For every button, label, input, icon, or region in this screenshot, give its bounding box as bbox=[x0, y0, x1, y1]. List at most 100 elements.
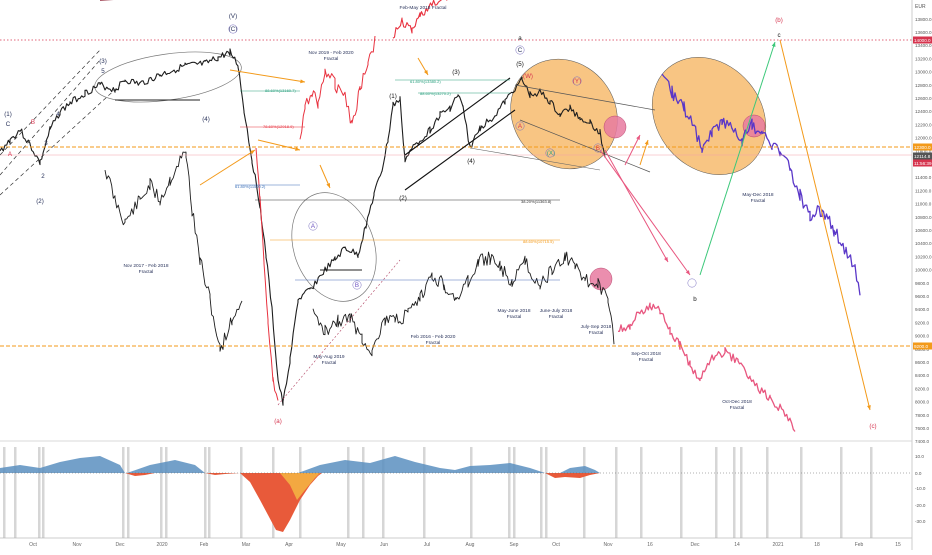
wave-circle-marker bbox=[308, 221, 318, 231]
projection-arrow-c bbox=[779, 39, 871, 411]
oscillator-positive-area bbox=[127, 460, 205, 473]
wave-circle-marker bbox=[593, 143, 603, 153]
wave-label: (3) bbox=[452, 69, 460, 76]
time-tick-label: Feb bbox=[855, 542, 864, 548]
price-tag-bg bbox=[913, 143, 932, 151]
wave-label: 5 bbox=[101, 68, 105, 75]
arrow-small-right-head bbox=[644, 140, 649, 145]
oscillator-marker-bar bbox=[766, 447, 769, 538]
fractal-label: Feb 2016 - Feb 2020 bbox=[411, 334, 456, 340]
oscillator-marker-bar bbox=[347, 447, 350, 538]
price-tag-bg bbox=[913, 152, 932, 160]
fractal-nov2017-feb2018 bbox=[104, 151, 243, 352]
price-tag-label: 9200.0 bbox=[914, 344, 928, 349]
price-tick-label: 10400.0 bbox=[915, 241, 932, 246]
projection-arrow-b-up bbox=[699, 41, 776, 276]
fractal-label: Nov 2017 - Feb 2018 bbox=[123, 263, 168, 269]
projection-arrow-b-head bbox=[685, 270, 690, 275]
fractal-label: May-June 2018 bbox=[497, 308, 530, 314]
oscillator-axis[interactable]: 10.0 0.0 -10.0 -20.0 -30.0 bbox=[0, 454, 926, 524]
time-tick-label: Nov bbox=[604, 542, 613, 548]
projection-arrow-c-head bbox=[867, 405, 871, 410]
oscillator-positive-area bbox=[298, 456, 545, 473]
wedge-upper-line bbox=[404, 77, 511, 156]
price-tick-label: 7600.0 bbox=[915, 426, 929, 431]
wave-label: (b) bbox=[775, 17, 783, 24]
fractal-nov2019-feb2020 bbox=[299, 35, 376, 140]
time-axis[interactable]: Oct Nov Dec 2020 Feb Mar Apr May Jun Jul Aug Sep Oct… bbox=[29, 542, 901, 548]
price-tag-label: 12300.0 bbox=[914, 145, 931, 150]
oscillator-negative-area-orange bbox=[280, 473, 320, 500]
arrow-down-head bbox=[326, 183, 330, 188]
oscillator-marker-bar bbox=[160, 447, 163, 538]
price-tick-label: 13600.0 bbox=[915, 30, 932, 35]
arrow-bottom-up-head bbox=[250, 150, 255, 155]
price-tick-label: 8000.0 bbox=[915, 400, 929, 405]
time-tick-label: May bbox=[336, 542, 346, 548]
price-tick-label: 10200.0 bbox=[915, 254, 932, 259]
oscillator-marker-bar bbox=[423, 447, 426, 538]
wave-circle-marker bbox=[515, 121, 525, 131]
wave-label: C bbox=[518, 47, 523, 54]
time-tick-label: 15 bbox=[895, 542, 901, 548]
oscillator-marker-bar bbox=[470, 447, 473, 538]
oscillator-tick-label: -10.0 bbox=[915, 486, 926, 491]
oscillator-pane[interactable] bbox=[0, 442, 912, 538]
main-price-line bbox=[0, 48, 606, 406]
wave-label: (Y) bbox=[573, 78, 581, 85]
price-axis[interactable]: EUR 13800.0 13600.0 13400.0 13200.0 13000.0 1… bbox=[913, 4, 932, 444]
wave-label: a bbox=[518, 35, 522, 42]
fib-level-label: 61.80%(11590.2) bbox=[235, 184, 266, 189]
price-tick-label: 10600.0 bbox=[915, 228, 932, 233]
fractal-label: Fractal bbox=[751, 198, 766, 204]
main-pane[interactable] bbox=[0, 0, 912, 440]
fractal-feb2016-feb2020 bbox=[312, 251, 615, 357]
price-tag-bg bbox=[913, 342, 932, 350]
oscillator-marker-bar bbox=[513, 447, 516, 538]
fib-level-label: 78.60%(12918.9) bbox=[263, 124, 294, 129]
price-tick-label: 8200.0 bbox=[915, 386, 929, 391]
price-tag-label: 14000.0 bbox=[914, 38, 931, 43]
arrow-to-fib-head bbox=[295, 147, 300, 151]
wave-label: (a) bbox=[274, 418, 282, 425]
wave-label: (5) bbox=[516, 61, 524, 68]
price-tick-label: 12000.0 bbox=[915, 136, 932, 141]
price-tick-label: 10000.0 bbox=[915, 268, 932, 273]
projection-arrow-c-circle bbox=[604, 149, 669, 263]
price-tag-label: 12114.8 bbox=[914, 154, 931, 159]
price-tick-label: 11000.0 bbox=[915, 202, 932, 207]
time-tick-label: Jul bbox=[424, 542, 430, 548]
oscillator-marker-bar bbox=[240, 447, 243, 538]
fractal-label: May-Dec 2018 bbox=[742, 192, 774, 198]
highlight-circle bbox=[603, 115, 627, 139]
oscillator-marker-bar bbox=[382, 447, 385, 538]
oscillator-marker-bar bbox=[208, 447, 211, 538]
time-tick-label: Oct bbox=[29, 542, 37, 548]
oscillator-marker-bar bbox=[640, 447, 643, 538]
oscillator-positive-area bbox=[0, 456, 125, 473]
fractal-label: Feb-May 2018 Fractal bbox=[400, 5, 447, 11]
wave-label: (1) bbox=[389, 93, 397, 100]
oscillator-marker-bar bbox=[165, 447, 168, 538]
wave-label: B bbox=[355, 282, 359, 289]
wave-label: 2 bbox=[41, 173, 45, 180]
price-tick-label: 12400.0 bbox=[915, 109, 932, 114]
time-tick-label: Feb bbox=[200, 542, 209, 548]
fib-level-label: 88.60%(13270.2) bbox=[420, 91, 451, 96]
fractal-label: Fractal bbox=[324, 56, 339, 62]
fractal-may-dec-2018 bbox=[661, 73, 861, 296]
wave-circle-marker bbox=[572, 76, 582, 86]
oscillator-marker-bar bbox=[127, 447, 130, 538]
fractal-label: Nov 2019 - Feb 2020 bbox=[308, 50, 353, 56]
oscillator-negative-area-left bbox=[125, 473, 155, 476]
projection-arrow-small bbox=[624, 134, 641, 166]
price-tick-label: 12200.0 bbox=[915, 122, 932, 127]
price-tick-label: 13800.0 bbox=[915, 17, 932, 22]
time-tick-label: 14 bbox=[734, 542, 740, 548]
highlight-ellipse-current bbox=[510, 58, 618, 170]
arrow-top-to-fractal-head bbox=[300, 79, 305, 84]
arrow-top-to-fractal bbox=[229, 69, 306, 83]
wave-label: b bbox=[693, 296, 697, 303]
